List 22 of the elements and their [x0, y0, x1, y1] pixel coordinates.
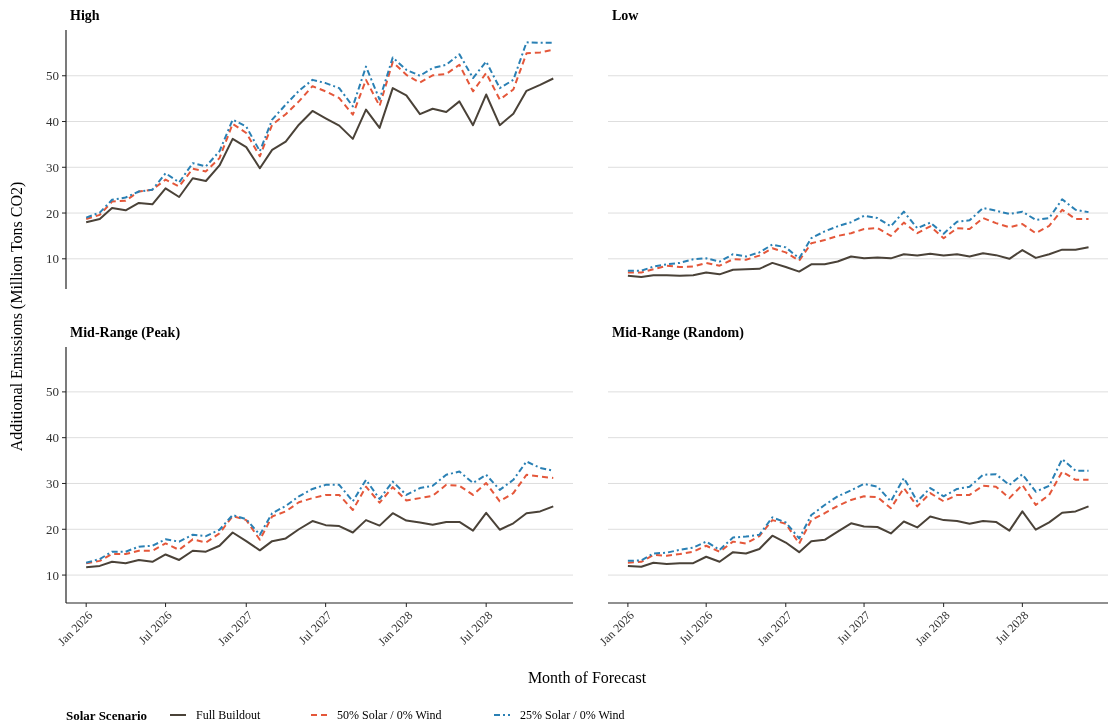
- legend-label: Full Buildout: [196, 708, 262, 723]
- line-series: [85, 505, 555, 569]
- chart-title: Mid-Range (Random): [612, 325, 745, 341]
- y-tick-label: 30: [46, 159, 59, 175]
- y-tick-label: 10: [46, 251, 59, 267]
- y-tick-label: 50: [46, 68, 59, 84]
- y-tick-label: 40: [46, 114, 59, 130]
- y-tick-label: 20: [46, 205, 59, 221]
- legend-label: 25% Solar / 0% Wind: [520, 708, 625, 723]
- y-tick-label: 50: [46, 384, 59, 400]
- chart-title: Low: [612, 8, 640, 23]
- line-series: [85, 77, 555, 224]
- legend-label: 50% Solar / 0% Wind: [337, 708, 442, 723]
- y-axis-title: Additional Emissions (Million Tons CO2): [8, 181, 26, 452]
- legend-title: Solar Scenario: [66, 707, 148, 723]
- y-tick-label: 10: [46, 567, 59, 583]
- y-tick-label: 20: [46, 521, 59, 537]
- chart-title: High: [70, 8, 100, 23]
- x-axis-title: Month of Forecast: [527, 669, 647, 686]
- chart-title: Mid-Range (Peak): [70, 325, 181, 341]
- y-tick-label: 40: [46, 430, 59, 446]
- y-tick-label: 30: [46, 476, 59, 492]
